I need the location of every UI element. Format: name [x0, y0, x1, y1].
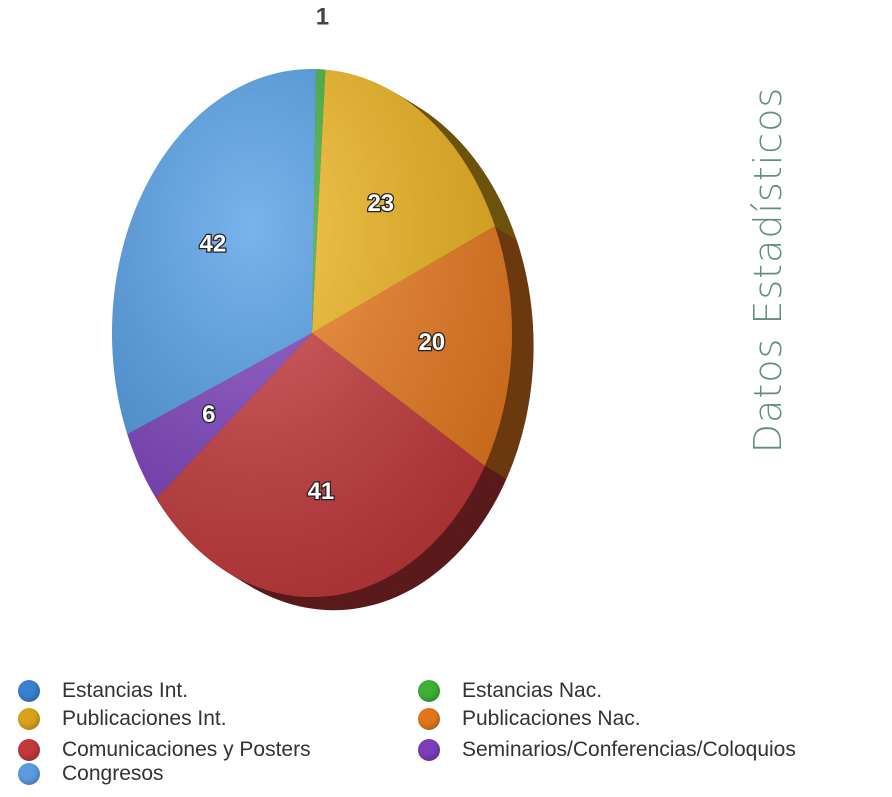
legend-item-comunicaciones-posters: Comunicaciones y Posters [18, 737, 311, 763]
legend-label: Publicaciones Nac. [462, 707, 641, 730]
pie-data-label: 42 [200, 231, 227, 258]
legend-label: Congresos [62, 762, 164, 785]
legend-label: Estancias Int. [62, 679, 189, 702]
legend-swatch [418, 708, 440, 730]
legend-item-publicaciones-int: Publicaciones Int. [18, 706, 227, 732]
chart-title-text: Datos Estadísticos [746, 86, 790, 454]
legend-swatch [18, 708, 40, 730]
legend-swatch [418, 680, 440, 702]
legend-label: Comunicaciones y Posters [62, 738, 311, 761]
legend-swatch [18, 763, 40, 785]
pie-chart: 1 23 20 41 6 42 [111, 4, 534, 611]
legend-item-congresos: Congresos [18, 761, 164, 787]
legend-item-estancias-nac: Estancias Nac. [418, 678, 602, 704]
pie-shading [112, 69, 512, 597]
legend-swatch [418, 739, 440, 761]
legend-item-seminarios: Seminarios/Conferencias/Coloquios [418, 737, 796, 763]
pie-data-label: 6 [202, 401, 215, 428]
legend-label: Publicaciones Int. [62, 707, 227, 730]
legend-label: Seminarios/Conferencias/Coloquios [462, 738, 796, 761]
legend-item-estancias-int: Estancias Int. [18, 678, 188, 704]
legend-swatch [18, 739, 40, 761]
pie-data-label: 1 [316, 4, 329, 31]
legend-swatch [18, 680, 40, 702]
pie-data-label: 41 [308, 478, 335, 505]
legend-label: Estancias Nac. [462, 679, 603, 702]
pie-data-label: 20 [418, 329, 445, 356]
pie-data-label: 23 [367, 190, 394, 217]
pie-data-labels: 1 23 20 41 6 42 [198, 4, 446, 507]
legend-item-publicaciones-nac: Publicaciones Nac. [418, 706, 641, 732]
